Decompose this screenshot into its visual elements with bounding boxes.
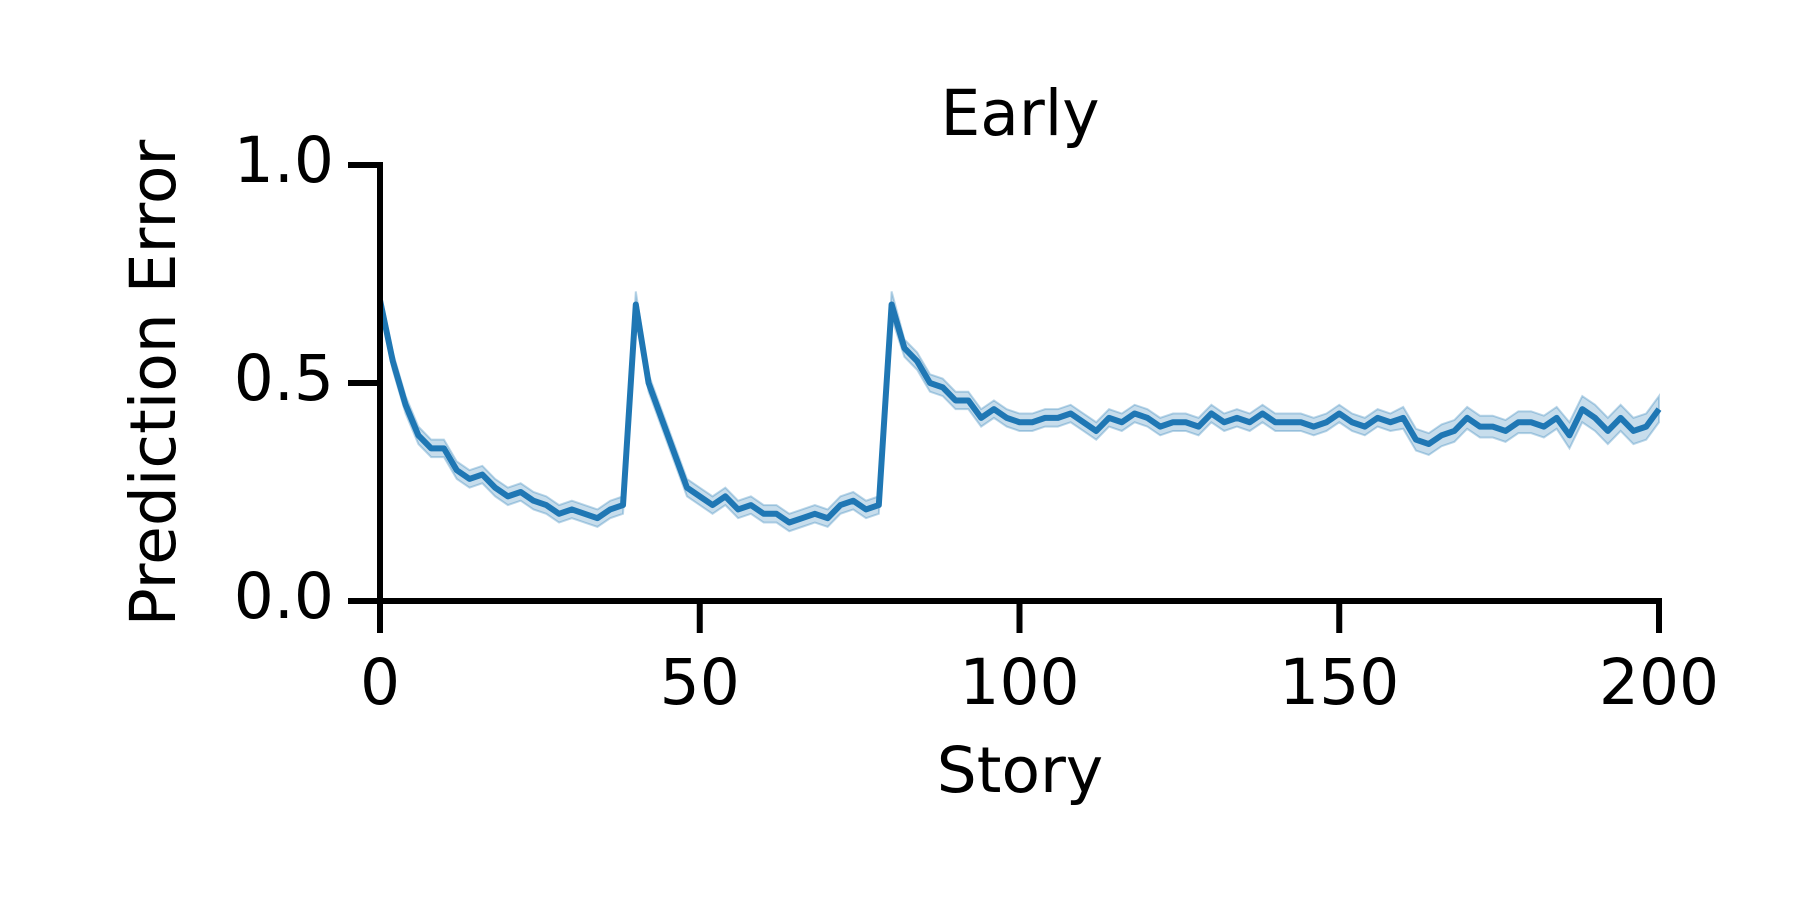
confidence-band [379,291,1660,533]
x-axis-label: Story [937,734,1103,807]
chart-title: Early [940,77,1099,150]
x-tick-label: 100 [959,646,1079,719]
x-tick-label: 200 [1599,646,1719,719]
y-tick-label: 0.0 [234,560,334,633]
y-tick-label: 0.5 [234,342,334,415]
y-axis-label: Prediction Error [117,140,190,627]
x-tick-label: 50 [660,646,740,719]
x-tick-label: 150 [1279,646,1399,719]
y-tick-label: 1.0 [234,124,334,197]
x-tick-label: 0 [360,646,400,719]
line [377,299,1662,526]
